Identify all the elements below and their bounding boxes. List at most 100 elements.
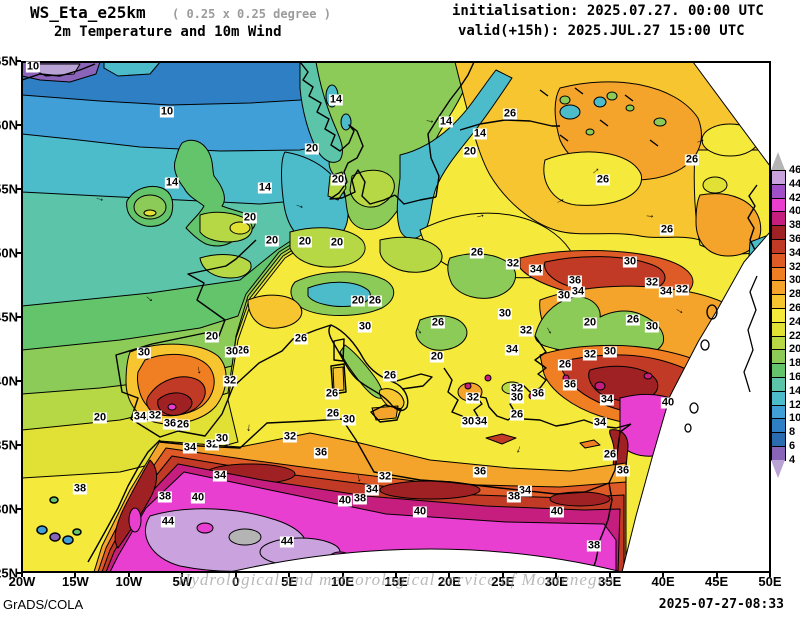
contour-label: 36: [615, 464, 631, 477]
x-tick-mark: [662, 572, 665, 577]
colorbar-tick-label: 46: [789, 164, 800, 176]
y-tick-label: 65N: [0, 53, 18, 69]
y-tick-mark: [16, 60, 21, 62]
y-tick-label: 45N: [0, 309, 18, 325]
contour-label: 30: [602, 345, 618, 358]
creation-timestamp: 2025-07-27-08:33: [658, 597, 784, 612]
colorbar-tick-label: 26: [789, 302, 800, 314]
contour-label: 40: [549, 505, 565, 518]
colorbar-segment: [771, 390, 786, 406]
contour-label: 30: [357, 320, 373, 333]
colorbar-tick-label: 34: [789, 246, 800, 259]
contour-label: 26: [324, 387, 340, 400]
contour-label: 32: [582, 348, 598, 361]
contour-label: 34: [599, 393, 615, 406]
x-tick-label: 25E: [491, 574, 515, 589]
x-tick-mark: [181, 572, 184, 577]
colorbar-segment: [771, 280, 786, 296]
contour-label: 36: [562, 378, 578, 391]
contour-label: 30: [136, 346, 152, 359]
wind-arrow-icon: →: [473, 207, 487, 223]
x-tick-label: 45E: [704, 574, 729, 589]
contour-label: 32: [222, 374, 238, 387]
x-tick-mark: [74, 572, 77, 577]
colorbar-tick-label: 24: [789, 315, 800, 328]
contour-label: 36: [530, 387, 546, 400]
contour-label: 30: [509, 391, 525, 404]
contour-label: 14: [164, 176, 180, 189]
colorbar-segment: [771, 363, 786, 378]
colorbar-segment: [771, 446, 786, 461]
colorbar-tick-label: 16: [789, 371, 800, 383]
contour-label: 38: [586, 539, 602, 552]
contour-label: 38: [157, 490, 173, 503]
colorbar-above-arrow: [771, 152, 785, 170]
contour-label: 34: [658, 285, 674, 298]
contour-label: 36: [472, 465, 488, 478]
y-tick-label: 40N: [0, 373, 18, 389]
x-tick-label: 5E: [281, 574, 298, 589]
contour-label: 30: [460, 415, 476, 428]
contour-label: 34: [132, 410, 148, 423]
y-tick-mark: [16, 444, 21, 446]
y-tick-label: 35N: [0, 437, 18, 453]
contour-label: 34: [570, 285, 586, 298]
colorbar-tick-label: 8: [789, 426, 796, 439]
y-tick-mark: [16, 508, 21, 510]
contour-label: 32: [147, 409, 163, 422]
colorbar-segment: [771, 183, 786, 199]
contour-label: 26: [502, 107, 518, 120]
colorbar-tick-label: 28: [789, 288, 800, 301]
colorbar-segment: [771, 418, 786, 434]
contour-label: 26: [382, 369, 398, 382]
colorbar-segment: [771, 349, 786, 365]
x-tick-label: 30E: [544, 574, 568, 589]
x-tick-label: 0: [232, 574, 240, 589]
y-tick-label: 50N: [0, 245, 18, 261]
contour-label: 34: [528, 263, 544, 276]
contour-label: 20: [297, 235, 313, 248]
x-tick-mark: [608, 572, 611, 577]
contour-label: 26: [430, 316, 446, 329]
contour-label: 26: [557, 358, 573, 371]
wind-arrow-icon: →: [243, 421, 257, 435]
valid-time: valid(+15h): 2025.JUL.27 15:00 UTC: [458, 23, 745, 39]
contour-label: 20: [204, 330, 220, 343]
contour-label: 32: [505, 257, 521, 270]
contour-label: 26: [659, 223, 675, 236]
contour-label: 26: [325, 407, 341, 420]
contour-label: 20: [330, 173, 346, 186]
x-tick-label: 5W: [172, 574, 193, 589]
x-tick-mark: [448, 572, 451, 577]
contour-label: 20: [92, 411, 108, 424]
contour-label: 26: [175, 418, 191, 431]
x-tick-mark: [501, 572, 504, 577]
contour-label: 30: [644, 320, 660, 333]
colorbar-segment: [771, 225, 786, 240]
x-tick-label: 20W: [8, 574, 36, 589]
contour-label: 32: [282, 430, 298, 443]
wind-arrow-icon: →: [643, 208, 657, 222]
grads-credit: GrADS/COLA: [3, 597, 84, 612]
contour-label: 20: [350, 294, 366, 307]
y-tick-label: 55N: [0, 181, 18, 197]
colorbar-segment: [771, 377, 786, 392]
wind-arrow-icon: →: [193, 363, 207, 377]
y-tick-mark: [16, 380, 21, 382]
contour-label: 34: [212, 469, 228, 482]
colorbar-below-arrow: [771, 459, 785, 478]
contour-label: 30: [556, 289, 572, 302]
y-tick-mark: [16, 316, 21, 318]
contour-label: 30: [622, 255, 638, 268]
contour-label: 26: [367, 294, 383, 307]
contour-label: 40: [660, 396, 676, 409]
resolution-note: ( 0.25 x 0.25 degree ): [172, 7, 331, 21]
x-tick-mark: [715, 572, 718, 577]
colorbar-segment: [771, 308, 786, 323]
x-tick-label: 35E: [598, 574, 622, 589]
x-tick-label: 20E: [437, 574, 461, 589]
contour-label: 30: [214, 432, 230, 445]
y-tick-label: 60N: [0, 117, 18, 133]
contour-label: 34: [517, 484, 533, 497]
